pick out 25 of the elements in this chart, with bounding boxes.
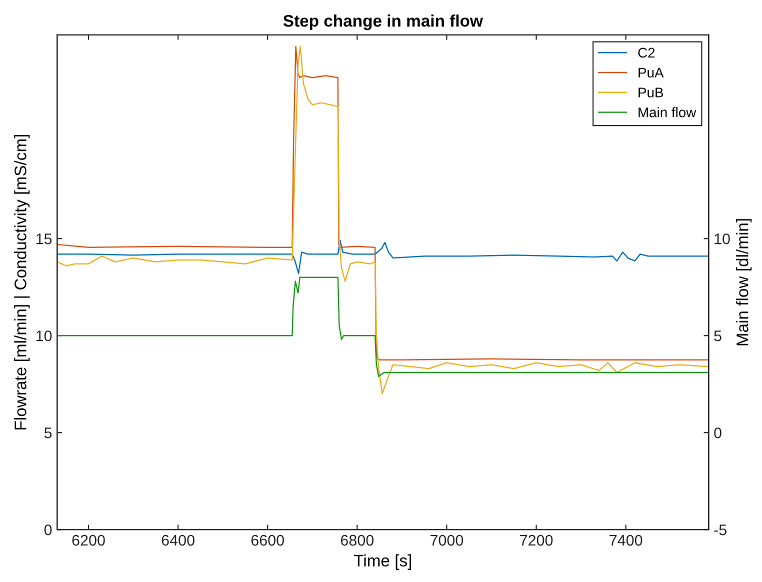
y2-tick-label: 10 [714,233,730,244]
y2-axis-title: Main flow [dl/min] [736,219,752,346]
y-axis-title: Flowrate [ml/min] | Conductivity [mS/cm] [14,134,30,430]
y-tick-label: 5 [44,428,52,438]
y-tick-label: 0 [44,524,52,536]
line-series [57,276,709,377]
legend-label: C2 [638,48,655,58]
x-tick-label: 6600 [251,534,284,546]
legend-label: PuA [638,68,664,78]
y-tick-label: 10 [36,330,52,342]
legend-label: Main flow [638,107,696,118]
x-tick-label: 6800 [340,534,374,546]
y2-tick-label: 5 [714,330,722,342]
x-axis-title: Time [s] [354,554,412,570]
line-series [57,240,709,274]
x-tick-label: 7400 [610,534,642,546]
x-tick-label: 7200 [520,534,553,546]
x-tick-label: 6400 [162,534,194,546]
y2-tick-label: 0 [714,427,722,438]
x-tick-label: 7000 [430,534,464,546]
chart-title: Step change in main flow [283,14,483,30]
y2-tick-label: -5 [714,524,726,536]
y-tick-label: 15 [36,234,52,244]
x-tick-label: 6200 [72,534,105,546]
legend-label: PuB [638,88,664,98]
